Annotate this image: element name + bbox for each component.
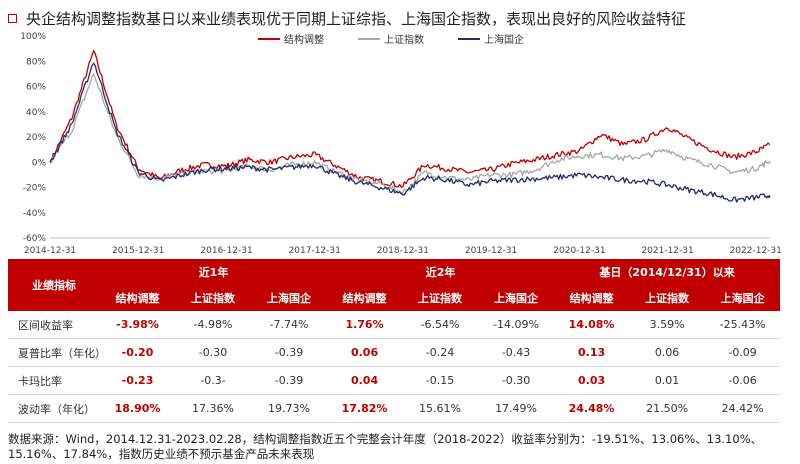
- y-tick-label: 20%: [26, 133, 46, 143]
- value-cell: -0.30: [478, 366, 555, 395]
- legend-label-3: 上海国企: [484, 33, 524, 46]
- source-note: 数据来源：Wind，2014.12.31-2023.02.28，结构调整指数近五…: [8, 432, 763, 461]
- y-tick-label: 100%: [20, 32, 46, 42]
- index-subheader: 上海国企: [705, 285, 781, 311]
- table-corner-label: 业绩指标: [8, 259, 100, 311]
- metric-label: 波动率（年化）: [8, 394, 100, 423]
- index-subheader: 结构调整: [554, 285, 630, 311]
- value-cell: 15.61%: [402, 394, 479, 423]
- value-cell: 24.42%: [705, 394, 781, 423]
- value-cell: -6.54%: [402, 311, 479, 339]
- table-row: 夏普比率（年化） -0.20 -0.30 -0.39 0.06 -0.24 -0.43 0.1…: [8, 338, 781, 367]
- series-line-1: [49, 50, 771, 188]
- value-cell: 3.59%: [629, 311, 706, 339]
- metric-label: 夏普比率（年化）: [8, 338, 100, 367]
- table-row: 区间收益率 -3.98% -4.98% -7.74% 1.76% -6.54% -14.09…: [8, 311, 781, 339]
- value-cell: -0.3-: [175, 366, 251, 395]
- index-subheader: 上证指数: [629, 285, 706, 311]
- value-cell: -0.39: [251, 338, 328, 367]
- table-header-row: 业绩指标 近1年 近2年 基日（2014/12/31）以来: [8, 259, 781, 311]
- y-tick-label: -40%: [23, 209, 47, 219]
- value-cell: -4.98%: [175, 311, 251, 339]
- y-tick-label: 80%: [26, 57, 46, 67]
- x-tick-label: 2021-12-31: [641, 246, 693, 256]
- x-tick-label: 2015-12-31: [112, 246, 164, 256]
- index-subheader: 上证指数: [175, 285, 251, 311]
- value-cell: -0.39: [251, 366, 328, 395]
- highlight-value-cell: 0.13: [554, 338, 630, 367]
- value-cell: 0.01: [629, 366, 706, 395]
- performance-table: 业绩指标 近1年 近2年 基日（2014/12/31）以来 结构调整 上证指数 上海国企 结构…: [8, 259, 781, 423]
- highlight-value-cell: 14.08%: [554, 311, 630, 339]
- value-cell: -7.74%: [251, 311, 328, 339]
- series-line-3: [49, 62, 771, 203]
- x-tick-label: 2016-12-31: [200, 246, 252, 256]
- index-subheader: 上海国企: [251, 285, 328, 311]
- x-tick-label: 2019-12-31: [465, 246, 517, 256]
- x-tick-label: 2022-12-31: [730, 246, 782, 256]
- period-header: 基日（2014/12/31）以来: [554, 259, 781, 285]
- highlight-value-cell: 18.90%: [100, 394, 175, 423]
- highlight-value-cell: 0.06: [327, 338, 403, 367]
- value-cell: -14.09%: [478, 311, 555, 339]
- value-cell: 17.49%: [478, 394, 555, 423]
- highlight-value-cell: -3.98%: [100, 311, 175, 339]
- value-cell: -0.30: [175, 338, 251, 367]
- highlight-value-cell: 24.48%: [554, 394, 630, 423]
- table-row: 波动率（年化） 18.90% 17.36% 19.73% 17.82% 15.61% 17.…: [8, 394, 781, 423]
- value-cell: -0.09: [705, 338, 781, 367]
- highlight-value-cell: 17.82%: [327, 394, 403, 423]
- period-header: 近1年: [100, 259, 328, 285]
- highlight-value-cell: 1.76%: [327, 311, 403, 339]
- value-cell: 19.73%: [251, 394, 328, 423]
- value-cell: 21.50%: [629, 394, 706, 423]
- value-cell: 17.36%: [175, 394, 251, 423]
- x-tick-label: 2014-12-31: [24, 246, 76, 256]
- highlight-value-cell: 0.04: [327, 366, 403, 395]
- x-tick-label: 2017-12-31: [289, 246, 341, 256]
- value-cell: -0.15: [402, 366, 479, 395]
- index-subheader: 上海国企: [478, 285, 555, 311]
- period-header: 近2年: [327, 259, 555, 285]
- title-row: 央企结构调整指数基日以来业绩表现优于同期上证综指、上海国企指数，表现出良好的风险…: [8, 6, 686, 30]
- highlight-value-cell: -0.23: [100, 366, 175, 395]
- value-cell: -0.24: [402, 338, 479, 367]
- metric-label: 卡玛比率: [8, 366, 100, 395]
- y-tick-label: 40%: [26, 108, 46, 118]
- title-square-icon: [8, 13, 17, 23]
- y-tick-label: 60%: [26, 83, 46, 93]
- series-line-2: [49, 73, 771, 196]
- y-tick-label: -60%: [23, 234, 47, 244]
- x-tick-label: 2020-12-31: [553, 246, 605, 256]
- highlight-value-cell: -0.20: [100, 338, 175, 367]
- index-subheader: 结构调整: [100, 285, 175, 311]
- line-chart: 100% 80% 60% 40% 20% 0% -20% -40% -60% 2014-12-31…: [20, 32, 782, 256]
- table-row: 卡玛比率 -0.23 -0.3- -0.39 0.04 -0.15 -0.30 0.03 0.0…: [8, 366, 781, 395]
- index-subheader: 上证指数: [402, 285, 479, 311]
- legend-label-2: 上证指数: [384, 33, 424, 46]
- page-title: 央企结构调整指数基日以来业绩表现优于同期上证综指、上海国企指数，表现出良好的风险…: [26, 9, 687, 28]
- value-cell: -0.43: [478, 338, 555, 367]
- x-tick-label: 2018-12-31: [377, 246, 429, 256]
- value-cell: -25.43%: [705, 311, 781, 339]
- value-cell: 0.06: [629, 338, 706, 367]
- legend-label-1: 结构调整: [284, 33, 324, 46]
- value-cell: -0.06: [705, 366, 781, 395]
- index-subheader: 结构调整: [327, 285, 403, 311]
- y-tick-label: 0%: [32, 158, 47, 168]
- y-tick-label: -20%: [23, 184, 47, 194]
- metric-label: 区间收益率: [8, 311, 100, 339]
- highlight-value-cell: 0.03: [554, 366, 630, 395]
- table-subheader-row: 结构调整 上证指数 上海国企 结构调整 上证指数 上海国企 结构调整 上证指数 上海国企: [8, 285, 781, 311]
